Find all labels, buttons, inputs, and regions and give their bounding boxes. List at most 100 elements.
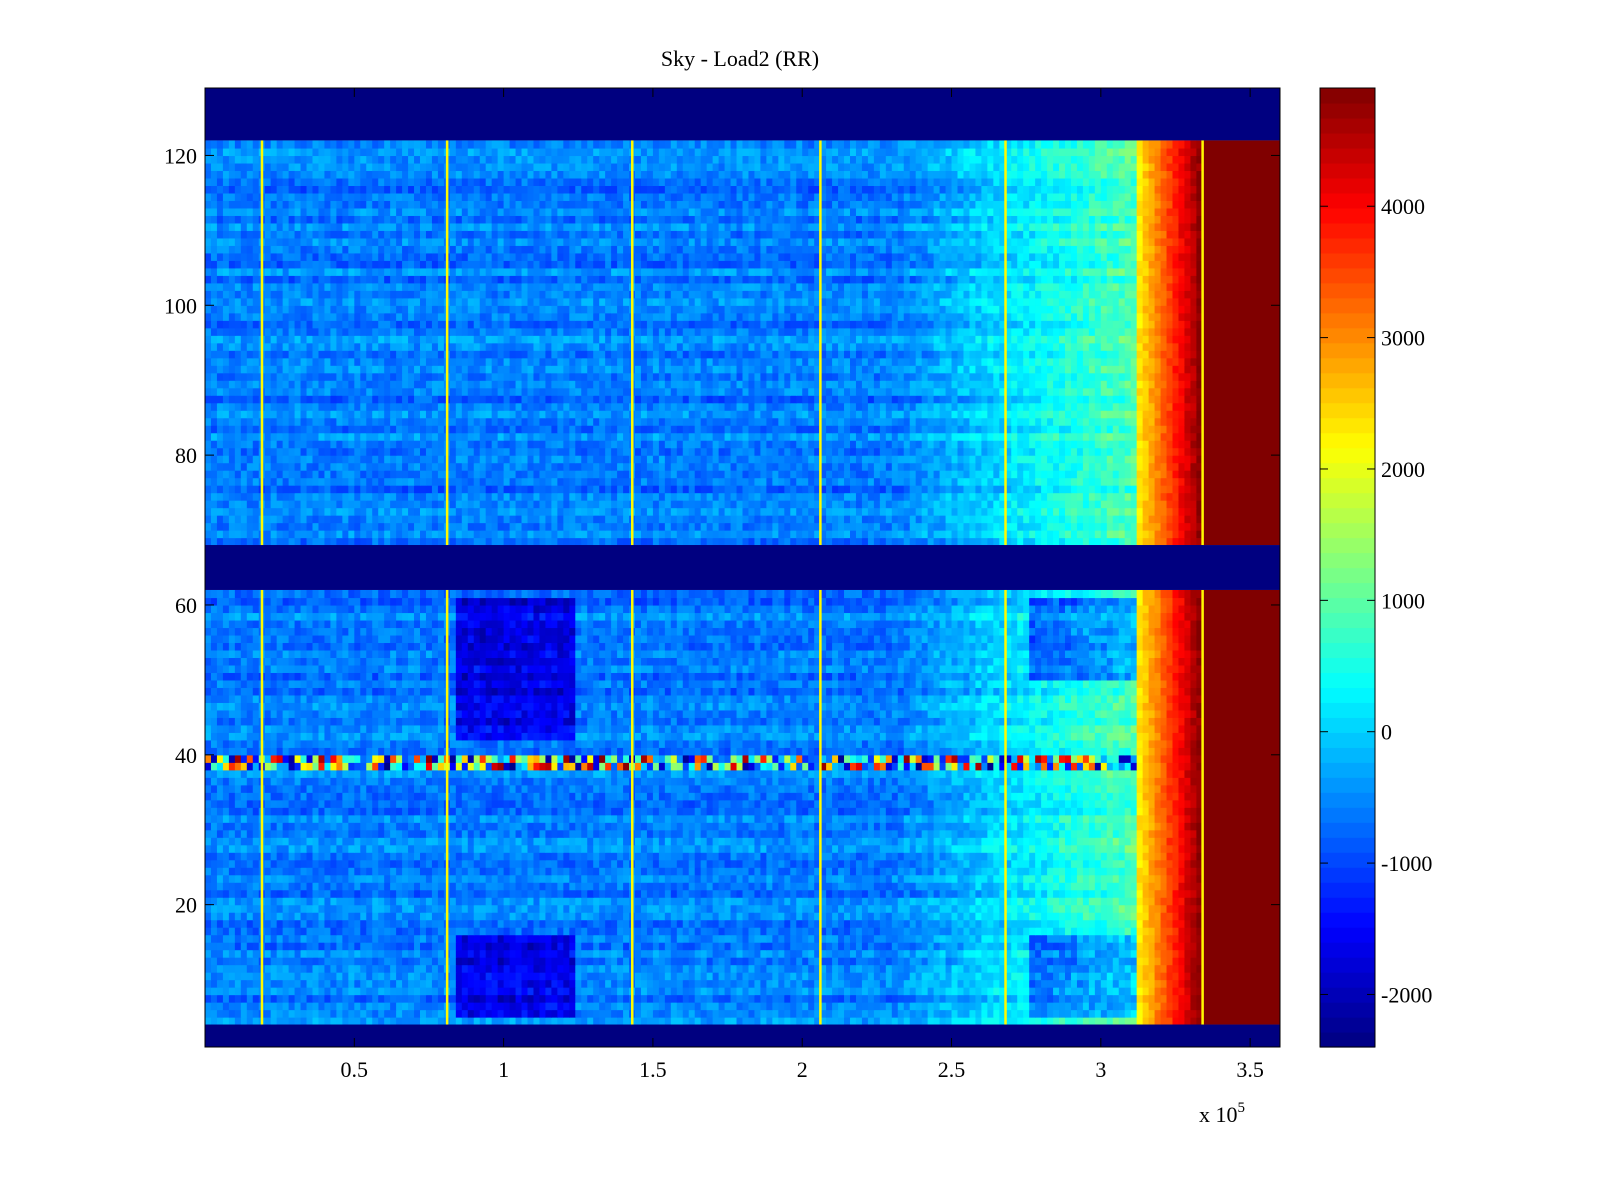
heatmap-cell: [688, 807, 696, 816]
heatmap-cell: [1017, 867, 1024, 876]
heatmap-cell: [790, 874, 797, 883]
heatmap-cell: [945, 874, 953, 883]
heatmap-cell: [838, 972, 845, 981]
heatmap-cell: [491, 942, 499, 951]
heatmap-cell: [1136, 904, 1144, 913]
heatmap-cell: [551, 829, 558, 838]
heatmap-cell: [1088, 919, 1096, 928]
heatmap-cell: [240, 807, 248, 816]
heatmap-cell: [1053, 972, 1060, 981]
heatmap-cell: [885, 829, 893, 838]
heatmap-cell: [354, 799, 361, 808]
heatmap-cell: [205, 964, 212, 973]
heatmap-cell: [855, 867, 863, 876]
heatmap-cell: [975, 979, 982, 988]
heatmap-cell: [312, 837, 320, 846]
heatmap-cell: [270, 1009, 278, 1018]
heatmap-cell: [712, 994, 720, 1003]
heatmap-cell: [838, 987, 845, 996]
heatmap-cell: [270, 1002, 278, 1011]
heatmap-cell: [533, 919, 541, 928]
heatmap-cell: [210, 814, 218, 823]
heatmap-cell: [850, 927, 857, 936]
heatmap-cell: [402, 837, 409, 846]
heatmap-cell: [1190, 859, 1197, 868]
heatmap-cell: [1029, 844, 1036, 853]
heatmap-cell: [635, 859, 642, 868]
heatmap-cell: [1070, 874, 1078, 883]
heatmap-cell: [402, 859, 409, 868]
heatmap-cell: [611, 889, 618, 898]
heatmap-cell: [1088, 844, 1096, 853]
heatmap-cell: [527, 979, 535, 988]
heatmap-cell: [724, 987, 732, 996]
heatmap-cell: [1196, 874, 1203, 883]
heatmap-cell: [425, 1017, 433, 1026]
heatmap-cell: [437, 987, 445, 996]
heatmap-cell: [778, 1009, 785, 1018]
heatmap-cell: [205, 919, 212, 928]
heatmap-cell: [563, 927, 570, 936]
heatmap-cell: [611, 979, 618, 988]
heatmap-cell: [897, 964, 905, 973]
heatmap-cell: [485, 882, 493, 891]
heatmap-cell: [342, 994, 349, 1003]
heatmap-cell: [414, 972, 421, 981]
heatmap-cell: [802, 859, 809, 868]
heatmap-cell: [342, 979, 349, 988]
heatmap-cell: [802, 882, 809, 891]
heatmap-cell: [306, 882, 314, 891]
heatmap-cell: [276, 942, 284, 951]
heatmap-cell: [455, 799, 463, 808]
heatmap-cell: [360, 904, 367, 913]
heatmap-cell: [736, 919, 744, 928]
heatmap-cell: [414, 897, 421, 906]
heatmap-cell: [796, 874, 803, 883]
heatmap-cell: [270, 964, 278, 973]
heatmap-cell: [342, 837, 349, 846]
heatmap-cell: [390, 837, 397, 846]
heatmap-cell: [1178, 942, 1186, 951]
heatmap-cell: [1053, 882, 1060, 891]
heatmap-cell: [718, 1017, 726, 1026]
heatmap-cell: [228, 799, 236, 808]
heatmap-cell: [975, 829, 982, 838]
heatmap-cell: [539, 957, 547, 966]
heatmap-cell: [246, 934, 254, 943]
heatmap-cell: [730, 972, 738, 981]
heatmap-cell: [533, 799, 541, 808]
heatmap-cell: [390, 972, 397, 981]
heatmap-cell: [252, 987, 260, 996]
heatmap-cell: [933, 964, 941, 973]
heatmap-cell: [915, 972, 923, 981]
heatmap-cell: [987, 837, 994, 846]
heatmap-cell: [557, 859, 564, 868]
heatmap-cell: [527, 814, 535, 823]
heatmap-cell: [676, 852, 684, 861]
heatmap-cell: [420, 897, 427, 906]
heatmap-cell: [551, 807, 558, 816]
heatmap-cell: [1017, 859, 1024, 868]
heatmap-cell: [408, 859, 415, 868]
heatmap-cell: [712, 1002, 720, 1011]
heatmap-cell: [491, 987, 499, 996]
heatmap-cell: [957, 927, 965, 936]
heatmap-cell: [1059, 882, 1066, 891]
heatmap-cell: [784, 957, 791, 966]
heatmap-cell: [1112, 919, 1120, 928]
heatmap-cell: [539, 859, 547, 868]
heatmap-cell: [879, 829, 887, 838]
heatmap-cell: [1005, 822, 1012, 831]
heatmap-cell: [437, 822, 445, 831]
heatmap-cell: [252, 867, 260, 876]
heatmap-cell: [1059, 867, 1066, 876]
heatmap-cell: [915, 852, 923, 861]
heatmap-cell: [1041, 1002, 1048, 1011]
heatmap-cell: [384, 882, 391, 891]
heatmap-cell: [396, 1002, 403, 1011]
heatmap-cell: [503, 844, 511, 853]
heatmap-cell: [1047, 852, 1054, 861]
heatmap-cell: [234, 1009, 242, 1018]
heatmap-cell: [587, 1009, 594, 1018]
heatmap-cell: [491, 979, 499, 988]
